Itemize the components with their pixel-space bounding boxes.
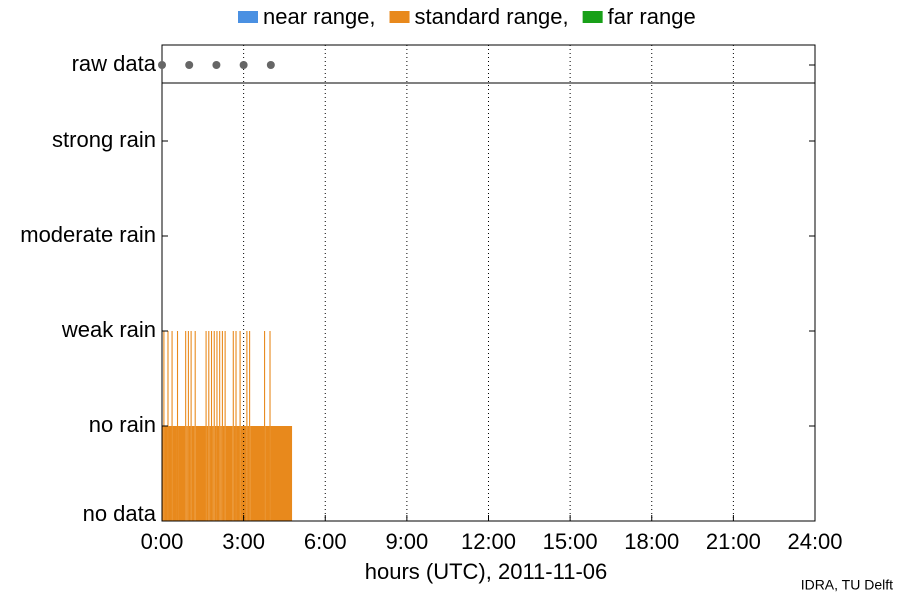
- bar: [185, 331, 187, 521]
- bar: [250, 426, 265, 521]
- bar: [235, 331, 237, 521]
- bar: [206, 426, 209, 521]
- raw-dot: [158, 61, 166, 69]
- bar: [188, 426, 191, 521]
- x-tick-label: 6:00: [304, 529, 347, 554]
- y-tick-label: no rain: [89, 412, 156, 437]
- bar: [247, 426, 250, 521]
- x-tick-label: 9:00: [385, 529, 428, 554]
- bar: [195, 426, 206, 521]
- raw-dot: [212, 61, 221, 69]
- bar: [171, 331, 173, 521]
- bar: [213, 331, 215, 521]
- bar: [217, 426, 220, 521]
- bar: [162, 426, 164, 521]
- bar: [172, 426, 177, 521]
- bar: [265, 426, 270, 521]
- bar: [209, 426, 211, 521]
- bar: [186, 426, 188, 521]
- bar: [216, 331, 218, 521]
- legend-swatch: [389, 11, 410, 23]
- bar: [225, 426, 233, 521]
- bar: [239, 331, 241, 521]
- legend-label: standard range,: [415, 4, 569, 29]
- bar: [214, 426, 217, 521]
- bar: [222, 426, 225, 521]
- bar: [191, 426, 195, 521]
- y-tick-label: no data: [83, 501, 157, 526]
- bar: [264, 331, 266, 521]
- bar: [219, 331, 221, 521]
- bar: [190, 331, 192, 521]
- bar: [176, 331, 179, 521]
- bar: [220, 426, 222, 521]
- bar: [224, 331, 226, 521]
- x-tick-label: 15:00: [543, 529, 598, 554]
- bar: [208, 331, 210, 521]
- x-tick-label: 0:00: [141, 529, 184, 554]
- bar: [221, 331, 223, 521]
- bar: [210, 331, 213, 521]
- bar: [232, 331, 234, 521]
- y-tick-label: strong rain: [52, 127, 156, 152]
- legend-label: far range: [608, 4, 696, 29]
- bar: [194, 331, 196, 521]
- legend-label: near range,: [263, 4, 376, 29]
- bar: [249, 331, 251, 521]
- credit: IDRA, TU Delft: [801, 577, 893, 593]
- bar: [205, 331, 207, 521]
- x-tick-label: 18:00: [624, 529, 679, 554]
- legend-swatch: [238, 11, 258, 23]
- x-tick-label: 21:00: [706, 529, 761, 554]
- bar: [178, 426, 186, 521]
- bar: [236, 426, 240, 521]
- raw-label: raw data: [72, 51, 157, 76]
- raw-dot: [239, 61, 248, 69]
- bar: [212, 426, 214, 521]
- raw-dot: [266, 61, 275, 69]
- bar: [168, 426, 172, 521]
- x-tick-label: 24:00: [787, 529, 842, 554]
- plot-frame: [161, 44, 816, 522]
- y-tick-label: weak rain: [61, 317, 156, 342]
- bar: [246, 331, 248, 521]
- bar: [269, 331, 271, 521]
- x-tick-label: 12:00: [461, 529, 516, 554]
- raw-dot: [185, 61, 194, 69]
- bar: [233, 426, 236, 521]
- bar: [270, 426, 293, 521]
- bar: [164, 426, 168, 521]
- bar: [187, 331, 189, 521]
- y-tick-label: moderate rain: [20, 222, 156, 247]
- legend-swatch: [582, 11, 603, 23]
- x-tick-label: 3:00: [222, 529, 265, 554]
- x-axis-label: hours (UTC), 2011-11-06: [365, 559, 608, 584]
